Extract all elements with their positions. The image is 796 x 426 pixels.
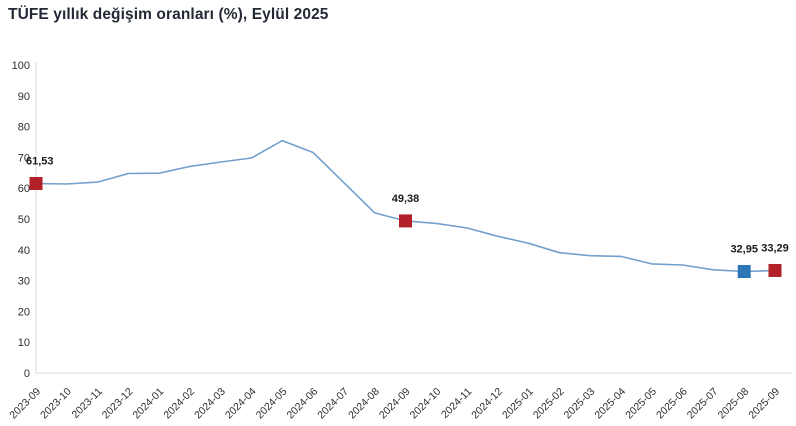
data-label: 32,95 (730, 244, 758, 256)
y-axis-label: 30 (18, 276, 30, 288)
x-axis-label: 2025-07 (685, 386, 721, 422)
x-axis-label: 2024-10 (408, 386, 444, 422)
x-axis-label: 2024-07 (315, 386, 351, 422)
data-marker (399, 214, 412, 228)
x-axis-label: 2024-01 (131, 386, 167, 422)
x-axis-label: 2024-08 (346, 386, 382, 422)
data-label: 49,38 (392, 193, 420, 205)
y-axis-label: 80 (18, 122, 30, 134)
y-axis-label: 10 (18, 337, 30, 349)
x-axis-label: 2025-02 (531, 386, 567, 422)
x-axis-label: 2023-09 (7, 386, 43, 422)
data-marker (768, 263, 782, 277)
x-axis-label: 2025-04 (592, 386, 628, 422)
y-axis-label: 0 (24, 368, 30, 380)
x-axis-label: 2023-11 (70, 386, 105, 421)
x-axis-label: 2024-06 (285, 386, 321, 422)
x-axis-label: 2024-12 (469, 386, 505, 422)
x-axis-label: 2024-11 (439, 386, 474, 421)
x-axis-label: 2024-02 (161, 386, 197, 422)
y-axis-label: 100 (12, 60, 30, 72)
y-axis-label: 50 (18, 214, 30, 226)
x-axis-label: 2025-03 (562, 386, 598, 422)
x-axis-label: 2023-10 (38, 386, 74, 422)
x-axis-label: 2024-09 (377, 386, 413, 422)
x-axis-label: 2025-01 (500, 386, 536, 422)
trend-line (35, 139, 776, 273)
data-label: 33,29 (761, 242, 789, 254)
x-axis-label: 2024-03 (192, 386, 228, 422)
x-axis-label: 2024-04 (223, 386, 259, 422)
y-axis-label: 20 (18, 306, 30, 318)
x-axis-label: 2023-12 (100, 386, 136, 422)
data-marker (29, 176, 43, 190)
y-axis-label: 60 (18, 183, 30, 195)
data-label: 61,53 (26, 155, 54, 167)
chart-title: TÜFE yıllık değişim oranları (%), Eylül … (8, 6, 329, 23)
x-axis-label: 2025-05 (623, 386, 659, 422)
y-axis-label: 40 (18, 245, 30, 257)
y-axis-label: 90 (18, 91, 30, 103)
x-axis-label: 2025-09 (746, 386, 782, 422)
data-marker (737, 265, 751, 279)
x-axis-label: 2025-08 (716, 386, 752, 422)
x-axis-label: 2025-06 (654, 386, 690, 422)
y-axis-label: 70 (18, 152, 30, 164)
x-axis-label: 2024-05 (254, 386, 290, 422)
